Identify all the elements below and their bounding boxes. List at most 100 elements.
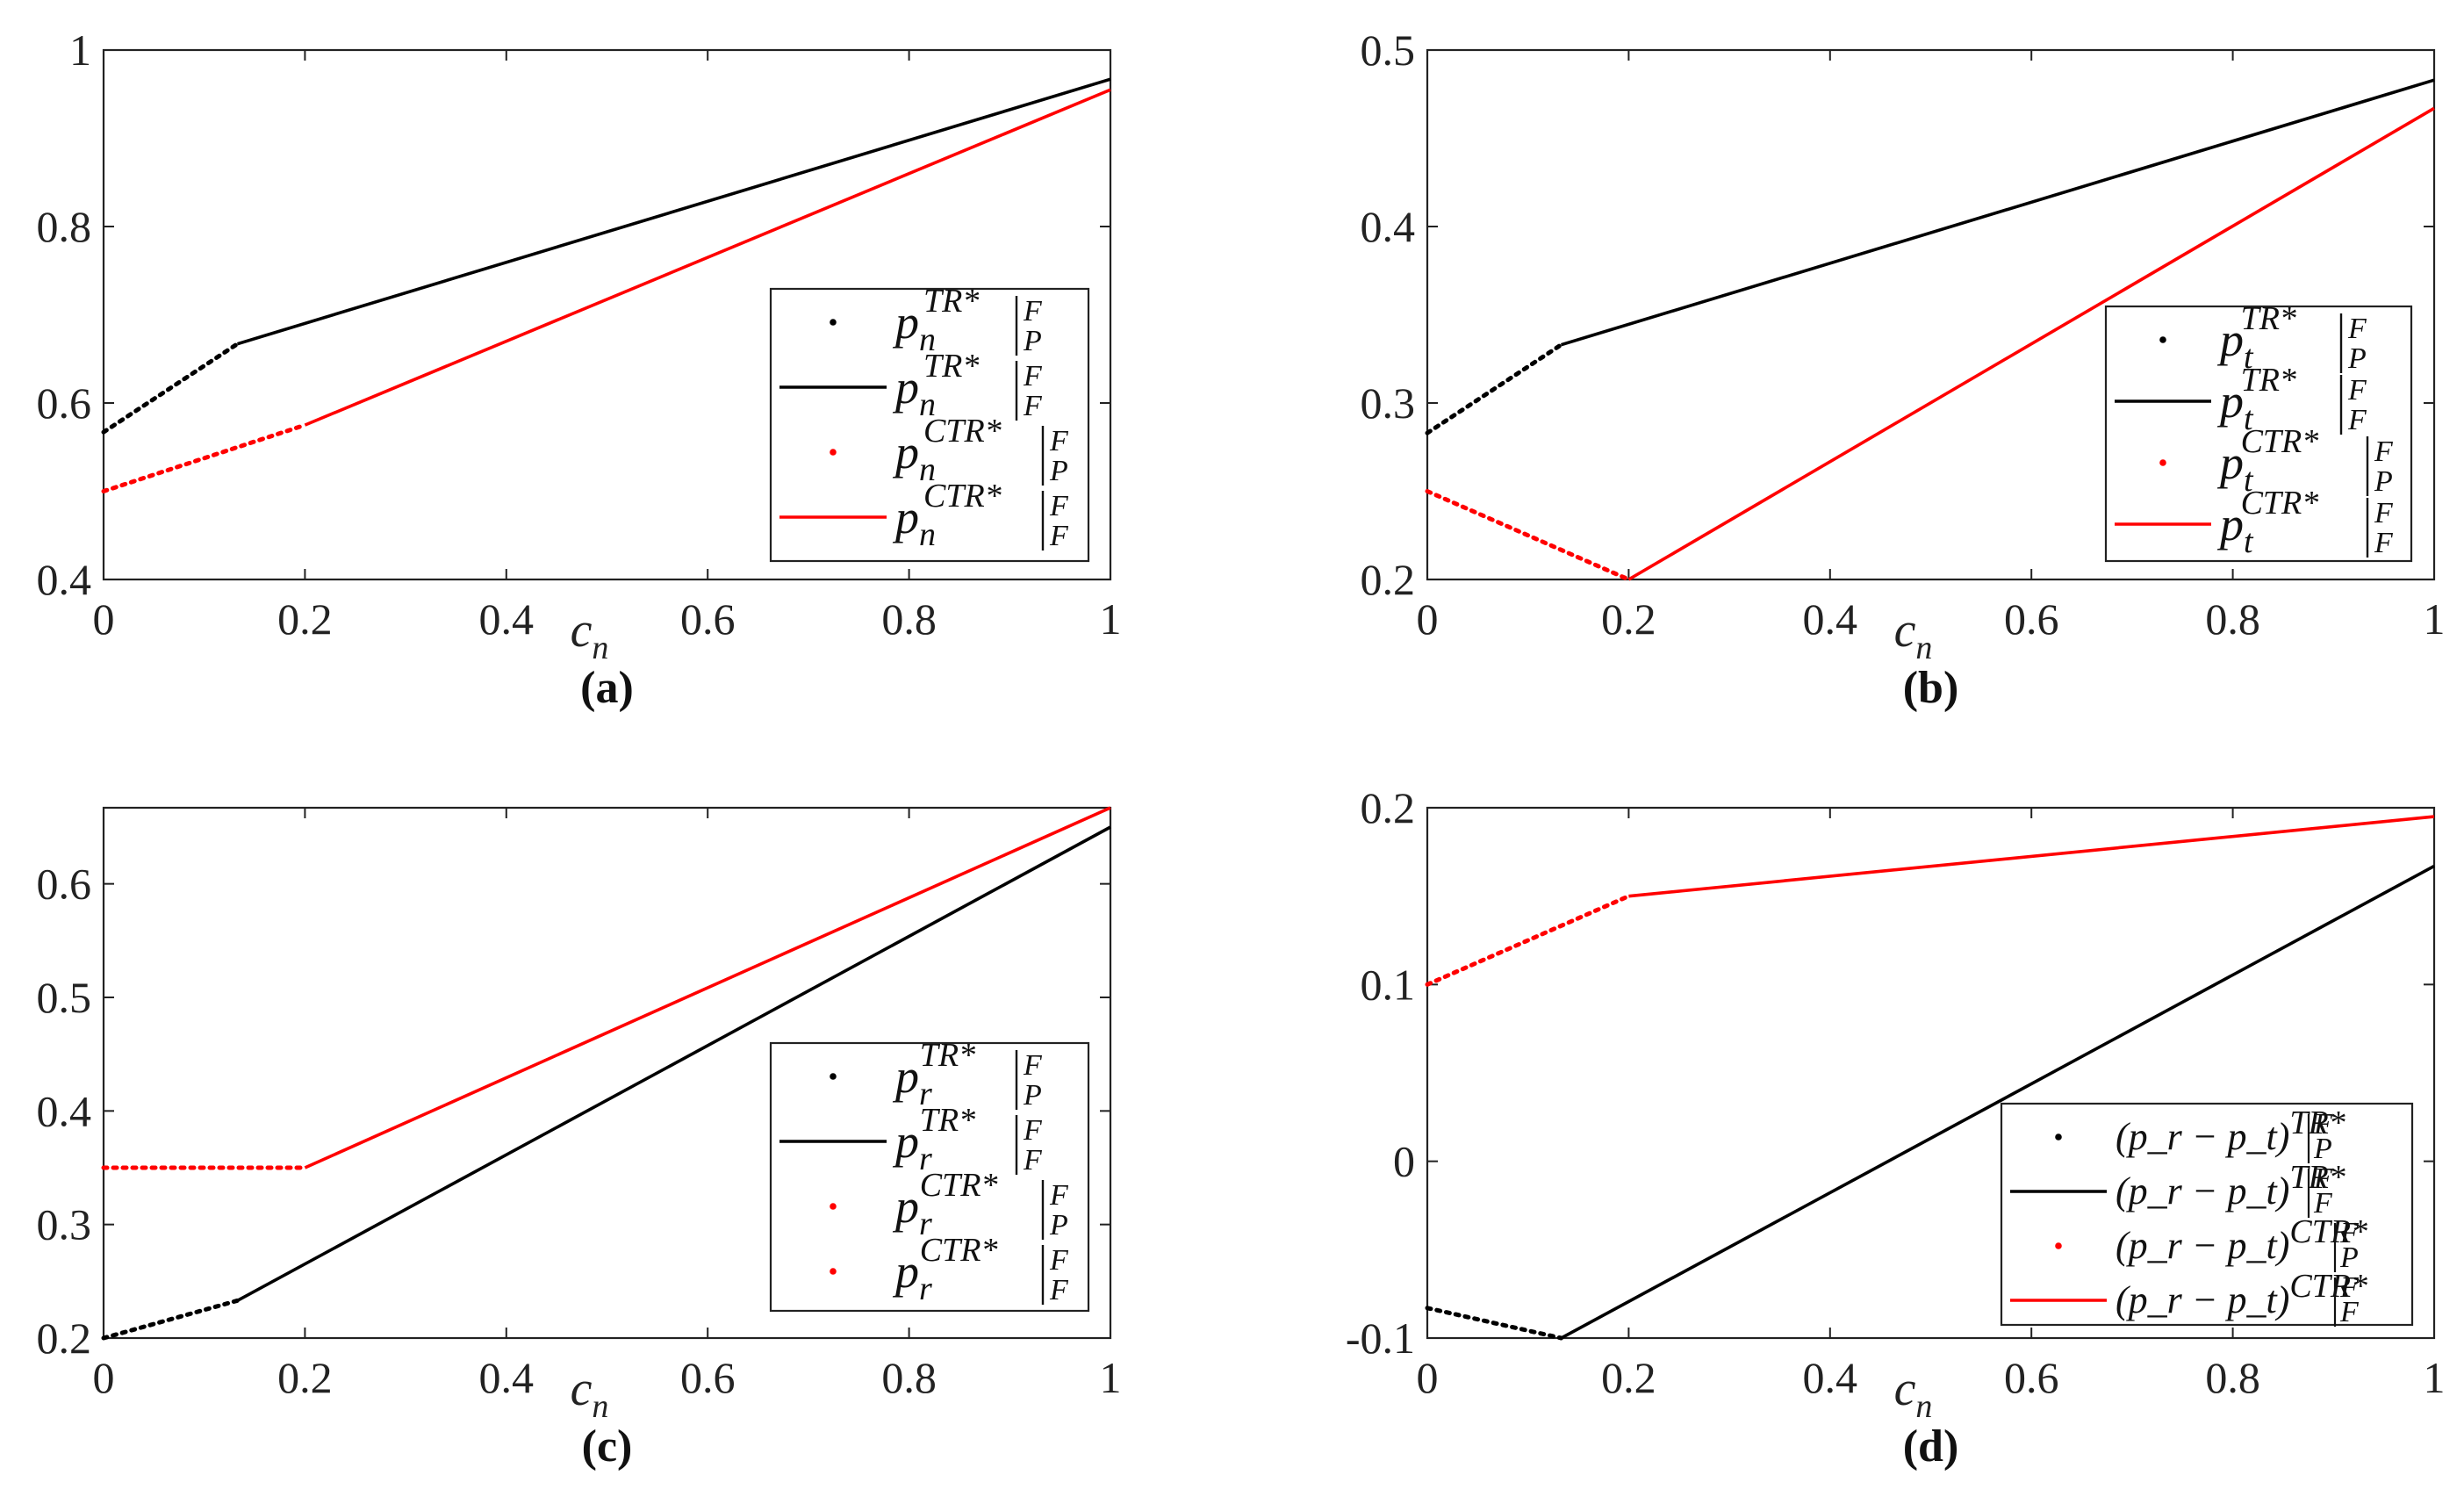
x-tick-label: 0.6 (2004, 594, 2059, 644)
series-line-2 (1560, 864, 2435, 1340)
legend-eval-bottom: F (1049, 520, 1069, 552)
legend-marker (2159, 336, 2166, 343)
plot-frame (102, 806, 1112, 1340)
chart-panel-a: 0 0.2 0.4 0.6 0.8 1 0.4 0.6 0.8 1 cn(a) pnTR* FPpnTR… (37, 25, 1122, 713)
x-tick-label: 0.8 (881, 1353, 937, 1402)
legend-eval-top: F (2313, 1162, 2333, 1195)
series-line-4 (304, 806, 1111, 1169)
series-line-3 (1425, 894, 1631, 987)
legend-eval-top: F (1023, 1114, 1043, 1147)
x-axis-label: cn (571, 603, 609, 666)
x-axis-label: cn (1894, 603, 1933, 666)
x-tick-label: 0 (93, 594, 115, 644)
x-tick-label: 0.8 (2205, 594, 2260, 644)
legend-eval-bottom: F (1023, 1144, 1043, 1177)
series-line-4 (304, 88, 1111, 427)
legend-eval-bottom: F (2313, 1187, 2333, 1220)
legend-box (2104, 305, 2413, 563)
legend-eval-top: F (2339, 1217, 2360, 1249)
series-line-3 (101, 422, 307, 493)
x-tick-label: 1 (1100, 594, 1122, 644)
x-tick-label: 1 (2424, 1353, 2446, 1402)
legend-marker (830, 1203, 837, 1210)
legend-eval-top: F (2313, 1108, 2333, 1141)
x-axis-label: cn (571, 1362, 609, 1425)
x-tick-label: 0 (1417, 1353, 1439, 1402)
series-line-1 (1425, 342, 1564, 435)
x-axis-label: cn (1894, 1362, 1933, 1425)
x-tick-label: 0.2 (1601, 594, 1656, 644)
legend-eval-top: F (2347, 313, 2367, 345)
legend-marker (830, 319, 837, 326)
y-tick-label: 0.5 (1361, 25, 1416, 75)
x-tick-label: 0.2 (277, 1353, 333, 1402)
x-tick-label: 0 (1417, 594, 1439, 644)
x-tick-label: 0 (93, 1353, 115, 1402)
legend-eval-bottom: P (1049, 455, 1068, 487)
y-tick-label: 0.4 (37, 555, 92, 604)
legend-eval-top: F (1049, 490, 1069, 522)
series-line-2 (237, 77, 1111, 346)
x-tick-label: 0.6 (680, 1353, 736, 1402)
y-tick-label: 0.1 (1361, 960, 1416, 1009)
legend-eval-top: F (2374, 497, 2394, 529)
legend-eval-bottom: F (2339, 1296, 2360, 1328)
series-line-2 (1561, 78, 2435, 347)
chart-panel-b: 0 0.2 0.4 0.6 0.8 10.20.30.40.5cn(b)ptTR* FPpt… (1361, 25, 2446, 713)
legend-eval-bottom: F (1049, 1274, 1069, 1306)
legend-marker (2055, 1133, 2062, 1141)
legend-eval-bottom: P (1023, 325, 1042, 357)
chart-panel-d: 0 0.2 0.4 0.6 0.8 1-0.100.10.2cn(d)(p_r − p_t… (1346, 783, 2446, 1472)
y-tick-label: 0 (1393, 1137, 1415, 1186)
x-tick-label: 0.2 (1601, 1353, 1656, 1402)
series-line-4 (1627, 106, 2435, 581)
legend-eval-bottom: P (2313, 1133, 2332, 1165)
plot-frame (1426, 806, 2436, 1340)
legend-eval-top: F (2339, 1271, 2360, 1304)
y-tick-label: 0.6 (37, 860, 92, 909)
panel-label: (b) (1903, 663, 1959, 713)
legend-eval-bottom: F (2374, 527, 2394, 559)
legend-eval-bottom: F (2347, 404, 2367, 436)
y-tick-label: 0.3 (1361, 378, 1416, 428)
legend-marker (830, 449, 837, 456)
legend-eval-top: F (1023, 1049, 1043, 1082)
x-tick-label: 0.4 (1803, 594, 1858, 644)
series-line-4 (1628, 815, 2435, 898)
legend-eval-top: F (1049, 425, 1069, 457)
y-tick-label: 0.2 (1361, 555, 1416, 604)
y-tick-label: 0.2 (37, 1313, 92, 1363)
x-tick-label: 0.4 (479, 1353, 535, 1402)
plot-frame (1426, 48, 2436, 581)
legend-box (769, 1041, 1090, 1313)
series-line-1 (101, 1298, 241, 1341)
x-tick-label: 0.2 (277, 594, 333, 644)
y-tick-label: 0.2 (1361, 783, 1416, 832)
legend-eval-bottom: P (2374, 465, 2393, 498)
legend-eval-bottom: P (2347, 342, 2367, 375)
series-line-1 (1425, 1306, 1564, 1341)
chart-panel-c: 0 0.2 0.4 0.6 0.8 10.20.30.40.50.6cn(c)prTR* F… (37, 806, 1122, 1472)
x-tick-label: 0.4 (479, 594, 535, 644)
panel-label: (a) (580, 663, 634, 713)
y-tick-label: -0.1 (1346, 1313, 1415, 1363)
legend-eval-top: F (2347, 374, 2367, 407)
legend-eval-top: F (1049, 1179, 1069, 1212)
y-tick-label: 0.6 (37, 378, 92, 428)
y-tick-label: 0.8 (37, 202, 92, 251)
legend-marker (2159, 459, 2166, 466)
legend-eval-bottom: P (1049, 1209, 1068, 1241)
x-tick-label: 0.8 (881, 594, 937, 644)
x-tick-label: 1 (2424, 594, 2446, 644)
legend-eval-top: F (1023, 295, 1043, 327)
series-line-2 (236, 825, 1111, 1302)
legend-marker (2055, 1242, 2062, 1249)
legend-eval-top: F (2374, 435, 2394, 468)
y-tick-label: 0.5 (37, 973, 92, 1022)
legend: (p_r − p_t)TR*FP(p_r − p_t)TR*FF(p_r − p… (2000, 1102, 2414, 1328)
plot-frame (102, 48, 1112, 581)
